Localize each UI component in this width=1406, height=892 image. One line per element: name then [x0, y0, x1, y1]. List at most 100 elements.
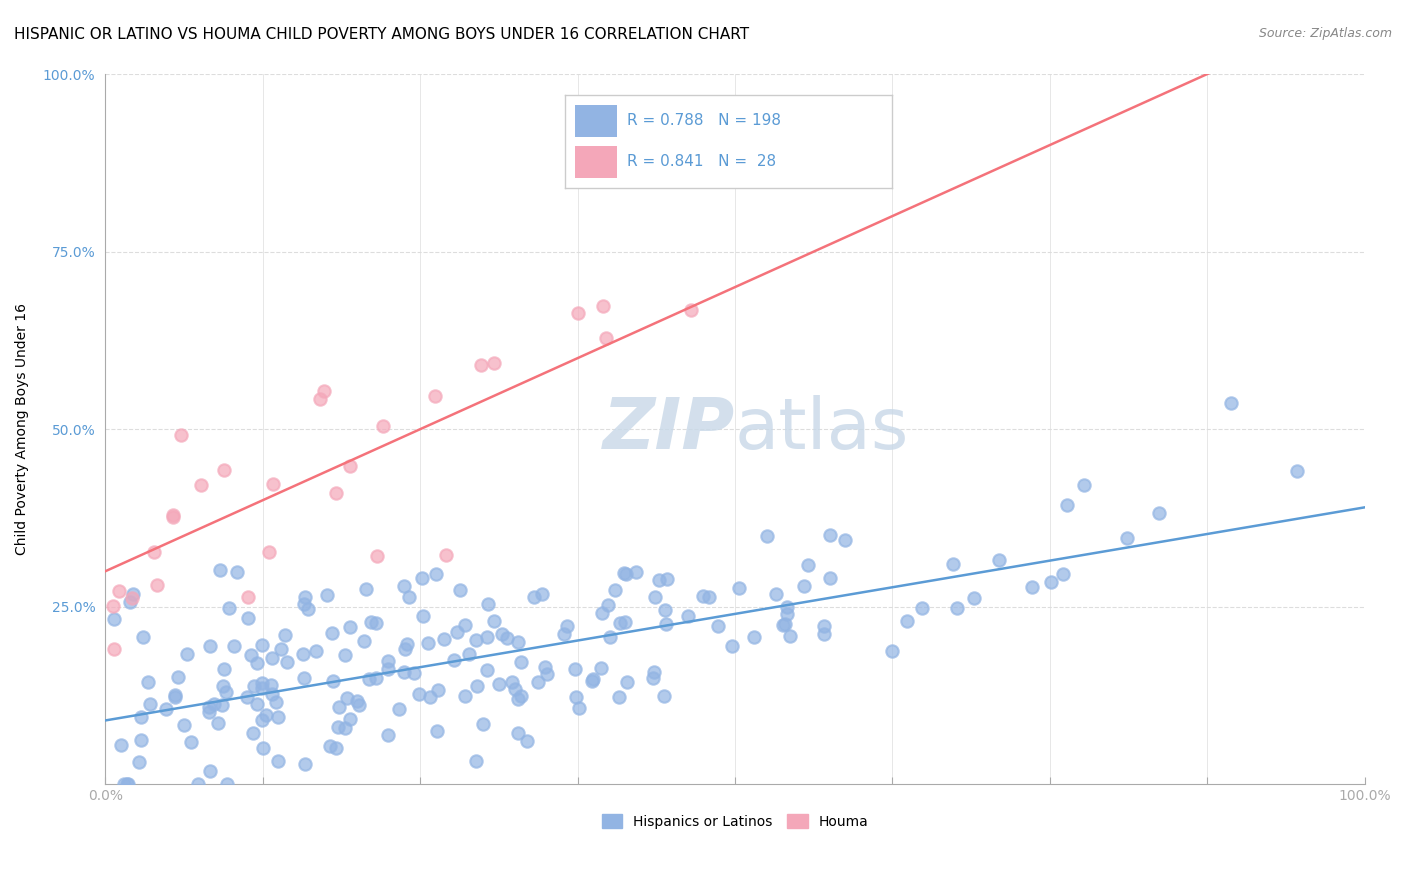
Point [297, 602, 319, 616]
Point [198, 705, 221, 719]
Point [377, 654, 399, 668]
Point [212, 662, 235, 676]
Point [326, 720, 349, 734]
Point [416, 636, 439, 650]
Point [516, 733, 538, 747]
Point [813, 627, 835, 641]
Point [308, 392, 330, 406]
Point [132, 630, 155, 644]
Point [765, 587, 787, 601]
Point [446, 624, 468, 639]
Point [1056, 498, 1078, 512]
Point [274, 628, 297, 642]
Point [291, 648, 314, 662]
Point [377, 661, 399, 675]
Point [246, 657, 269, 671]
Point [270, 642, 292, 657]
Point [425, 389, 447, 403]
Point [510, 689, 533, 703]
Point [773, 616, 796, 631]
Point [676, 609, 699, 624]
Point [776, 607, 799, 622]
Point [101, 599, 124, 614]
Point [654, 603, 676, 617]
Point [339, 712, 361, 726]
Point [475, 630, 498, 644]
Point [207, 716, 229, 731]
Text: ZIP: ZIP [603, 394, 735, 464]
Point [592, 299, 614, 313]
Point [136, 675, 159, 690]
Point [250, 676, 273, 690]
Point [122, 586, 145, 600]
Point [328, 699, 350, 714]
Point [325, 740, 347, 755]
Point [165, 690, 187, 704]
Point [436, 548, 458, 562]
Point [162, 508, 184, 523]
Point [681, 302, 703, 317]
Point [236, 611, 259, 625]
Point [236, 690, 259, 705]
Point [1039, 575, 1062, 590]
Point [129, 710, 152, 724]
Point [779, 629, 801, 643]
Point [170, 427, 193, 442]
Point [654, 617, 676, 632]
Point [366, 549, 388, 563]
Point [697, 590, 720, 604]
Point [214, 685, 236, 699]
Point [564, 662, 586, 676]
Point [108, 583, 131, 598]
Point [333, 648, 356, 663]
Point [1285, 463, 1308, 477]
Point [347, 698, 370, 713]
Point [613, 566, 636, 581]
Point [596, 599, 619, 613]
Text: HISPANIC OR LATINO VS HOUMA CHILD POVERTY AMONG BOYS UNDER 16 CORRELATION CHART: HISPANIC OR LATINO VS HOUMA CHILD POVERT… [14, 27, 749, 42]
Point [553, 626, 575, 640]
Point [963, 591, 986, 605]
Point [818, 528, 841, 542]
Point [508, 634, 530, 648]
Point [605, 582, 627, 597]
Point [1147, 506, 1170, 520]
Point [103, 641, 125, 656]
Point [146, 578, 169, 592]
Point [942, 558, 965, 572]
Point [212, 463, 235, 477]
Point [641, 671, 664, 685]
Point [292, 597, 315, 611]
Point [644, 590, 666, 604]
Point [433, 632, 456, 646]
Point [581, 673, 603, 688]
Point [412, 609, 434, 624]
Point [356, 582, 378, 596]
Point [772, 618, 794, 632]
Point [243, 679, 266, 693]
Point [176, 648, 198, 662]
Point [477, 597, 499, 611]
Point [211, 698, 233, 713]
Point [408, 688, 430, 702]
Point [471, 716, 494, 731]
Point [202, 697, 225, 711]
Point [707, 618, 730, 632]
Point [501, 675, 523, 690]
Point [530, 587, 553, 601]
Point [346, 694, 368, 708]
Point [115, 777, 138, 791]
Point [155, 702, 177, 716]
Point [491, 627, 513, 641]
Point [103, 612, 125, 626]
Point [648, 573, 671, 587]
Point [533, 660, 555, 674]
Point [394, 642, 416, 657]
Point [614, 567, 637, 582]
Point [266, 755, 288, 769]
Point [1073, 478, 1095, 492]
Point [252, 740, 274, 755]
Point [336, 690, 359, 705]
Point [292, 671, 315, 685]
Point [599, 630, 621, 644]
